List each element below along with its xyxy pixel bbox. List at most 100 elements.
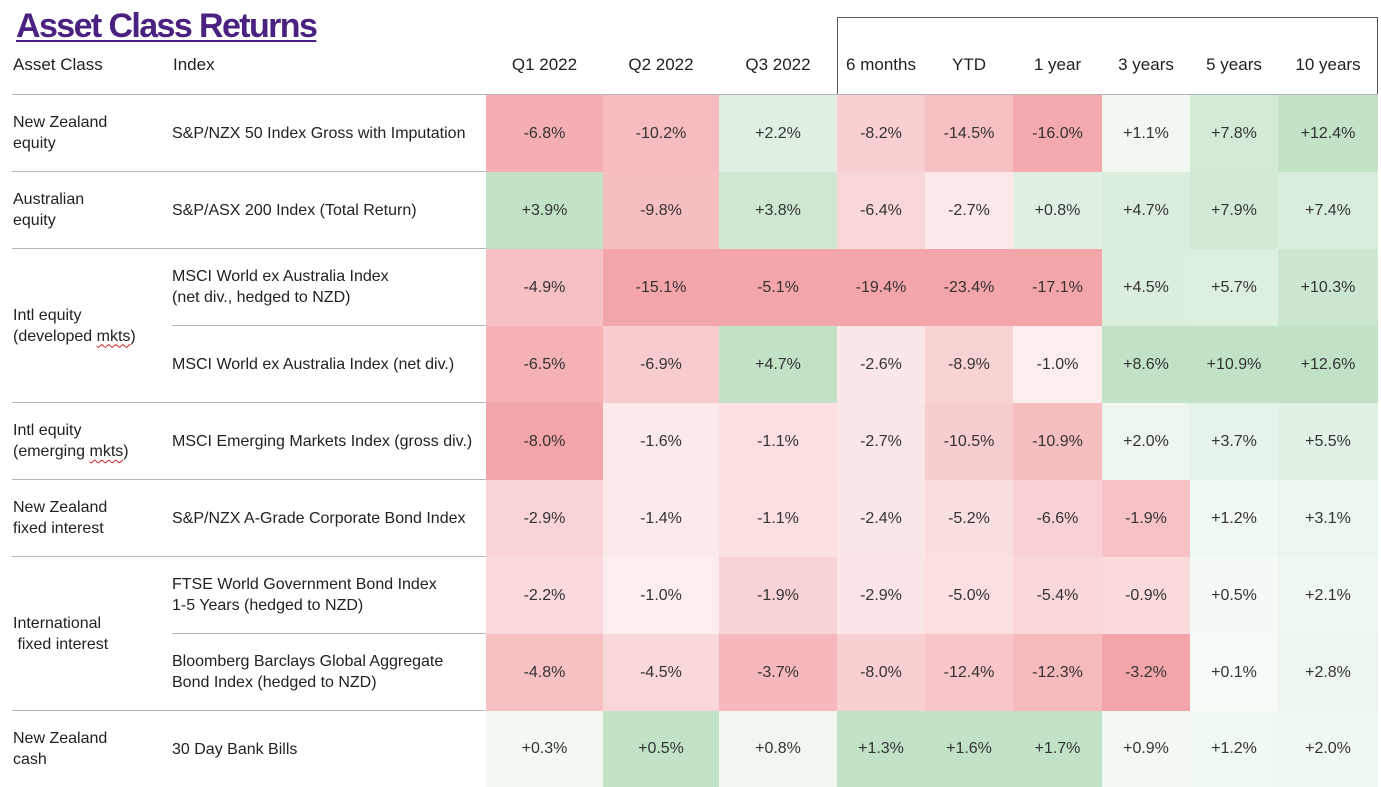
return-cell: -2.7%: [925, 172, 1013, 249]
return-cell: -1.9%: [1102, 480, 1190, 557]
return-cell: +0.8%: [719, 711, 837, 787]
index-name: MSCI World ex Australia Index: [172, 266, 486, 287]
table-row: Bloomberg Barclays Global Aggregate Bond…: [12, 634, 1378, 711]
return-cell: +2.8%: [1278, 634, 1378, 711]
return-cell: +4.7%: [1102, 172, 1190, 249]
index-name-cell: S&P/ASX 200 Index (Total Return): [172, 172, 486, 249]
asset-class-cell: New Zealand fixed interest: [12, 480, 172, 557]
table-row: New Zealand equity S&P/NZX 50 Index Gros…: [12, 95, 1378, 172]
asset-class-line: New Zealand: [13, 728, 172, 749]
asset-class-line: International: [13, 613, 172, 634]
asset-class-line: Intl equity: [13, 420, 172, 441]
return-cell: +2.0%: [1278, 711, 1378, 787]
return-cell: +7.8%: [1190, 95, 1278, 172]
return-cell: -6.6%: [1013, 480, 1102, 557]
return-cell: -8.0%: [486, 403, 603, 480]
asset-class-line-part: mkts: [97, 328, 131, 345]
return-cell: -17.1%: [1013, 249, 1102, 326]
return-cell: -23.4%: [925, 249, 1013, 326]
return-cell: +1.2%: [1190, 711, 1278, 787]
return-cell: -19.4%: [837, 249, 925, 326]
return-cell: +3.8%: [719, 172, 837, 249]
return-cell: -5.0%: [925, 557, 1013, 634]
header-ytd: YTD: [925, 36, 1013, 95]
table-row: New Zealand fixed interest S&P/NZX A-Gra…: [12, 480, 1378, 557]
return-cell: -2.9%: [837, 557, 925, 634]
header-row: Asset Class Index Q1 2022 Q2 2022 Q3 202…: [12, 36, 1378, 95]
return-cell: +7.9%: [1190, 172, 1278, 249]
asset-class-line: fixed interest: [13, 634, 172, 655]
return-cell: -1.0%: [1013, 326, 1102, 403]
return-cell: +0.9%: [1102, 711, 1190, 787]
return-cell: -15.1%: [603, 249, 719, 326]
return-cell: -2.9%: [486, 480, 603, 557]
asset-class-line: (developed mkts): [13, 326, 172, 347]
index-name: MSCI Emerging Markets Index (gross div.): [172, 431, 486, 452]
return-cell: -1.6%: [603, 403, 719, 480]
return-cell: -1.0%: [603, 557, 719, 634]
return-cell: -2.4%: [837, 480, 925, 557]
asset-class-line: New Zealand: [13, 112, 172, 133]
header-asset-class: Asset Class: [12, 36, 172, 95]
returns-table: Asset Class Index Q1 2022 Q2 2022 Q3 202…: [12, 36, 1378, 787]
return-cell: -8.0%: [837, 634, 925, 711]
header-q1-2022: Q1 2022: [486, 36, 603, 95]
header-q2-2022: Q2 2022: [603, 36, 719, 95]
return-cell: -6.9%: [603, 326, 719, 403]
index-name: S&P/NZX A-Grade Corporate Bond Index: [172, 508, 486, 529]
return-cell: +4.5%: [1102, 249, 1190, 326]
asset-class-line-part: (emerging: [13, 443, 89, 460]
return-cell: +3.9%: [486, 172, 603, 249]
return-cell: -1.1%: [719, 403, 837, 480]
return-cell: +0.3%: [486, 711, 603, 787]
return-cell: -2.2%: [486, 557, 603, 634]
return-cell: -6.5%: [486, 326, 603, 403]
return-cell: +0.5%: [1190, 557, 1278, 634]
header-10-years: 10 years: [1278, 36, 1378, 95]
return-cell: -5.4%: [1013, 557, 1102, 634]
return-cell: -6.8%: [486, 95, 603, 172]
index-name-cell: MSCI World ex Australia Index (net div.): [172, 326, 486, 403]
index-name: (net div., hedged to NZD): [172, 287, 486, 308]
return-cell: +1.1%: [1102, 95, 1190, 172]
return-cell: +10.9%: [1190, 326, 1278, 403]
return-cell: +2.2%: [719, 95, 837, 172]
index-name: Bloomberg Barclays Global Aggregate: [172, 651, 486, 672]
return-cell: +0.8%: [1013, 172, 1102, 249]
index-name-cell: S&P/NZX A-Grade Corporate Bond Index: [172, 480, 486, 557]
table-row: Intl equity (developed mkts) MSCI World …: [12, 249, 1378, 326]
index-name: 1-5 Years (hedged to NZD): [172, 595, 486, 616]
return-cell: -4.5%: [603, 634, 719, 711]
return-cell: +10.3%: [1278, 249, 1378, 326]
header-6-months: 6 months: [837, 36, 925, 95]
return-cell: +1.3%: [837, 711, 925, 787]
asset-class-line: Australian: [13, 189, 172, 210]
return-cell: +1.2%: [1190, 480, 1278, 557]
index-name: 30 Day Bank Bills: [172, 739, 486, 760]
return-cell: -1.1%: [719, 480, 837, 557]
return-cell: +0.5%: [603, 711, 719, 787]
return-cell: -4.9%: [486, 249, 603, 326]
table-row: MSCI World ex Australia Index (net div.)…: [12, 326, 1378, 403]
return-cell: +8.6%: [1102, 326, 1190, 403]
index-name-cell: FTSE World Government Bond Index 1-5 Yea…: [172, 557, 486, 634]
header-3-years: 3 years: [1102, 36, 1190, 95]
asset-class-cell: Intl equity (emerging mkts): [12, 403, 172, 480]
return-cell: -12.3%: [1013, 634, 1102, 711]
return-cell: -16.0%: [1013, 95, 1102, 172]
asset-class-line: equity: [13, 210, 172, 231]
return-cell: -2.7%: [837, 403, 925, 480]
return-cell: +0.1%: [1190, 634, 1278, 711]
return-cell: +1.7%: [1013, 711, 1102, 787]
return-cell: -2.6%: [837, 326, 925, 403]
index-name: MSCI World ex Australia Index (net div.): [172, 354, 486, 375]
return-cell: +3.1%: [1278, 480, 1378, 557]
asset-class-line-part: ): [123, 443, 128, 460]
return-cell: -4.8%: [486, 634, 603, 711]
asset-class-line-part: (developed: [13, 328, 97, 345]
index-name-cell: MSCI Emerging Markets Index (gross div.): [172, 403, 486, 480]
return-cell: -14.5%: [925, 95, 1013, 172]
asset-class-line: fixed interest: [13, 518, 172, 539]
return-cell: +12.4%: [1278, 95, 1378, 172]
asset-class-cell: International fixed interest: [12, 557, 172, 711]
